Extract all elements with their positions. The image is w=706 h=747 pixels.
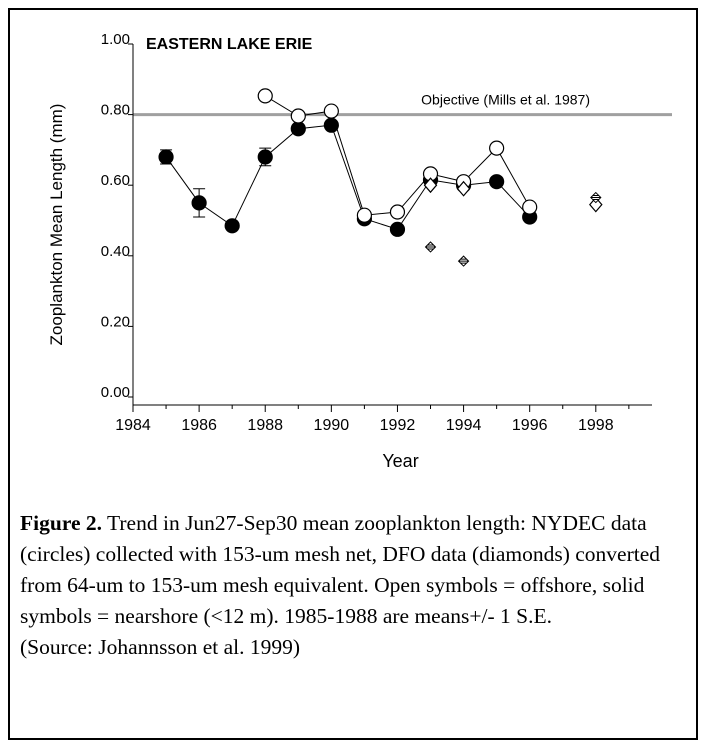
x-tick-label: 1984: [115, 417, 151, 434]
point: [290, 108, 306, 124]
caption-label: Figure 2.: [20, 511, 103, 535]
x-tick-label: 1986: [181, 417, 217, 434]
chart-title: EASTERN LAKE ERIE: [146, 36, 313, 53]
x-tick-label: 1996: [512, 417, 548, 434]
point: [158, 149, 174, 165]
point: [257, 88, 273, 104]
y-tick-label: 0.60: [101, 172, 130, 189]
point: [522, 199, 538, 215]
y-tick-label: 0.20: [101, 313, 130, 330]
x-tick-label: 1992: [380, 417, 416, 434]
caption: Figure 2. Trend in Jun27-Sep30 mean zoop…: [20, 508, 690, 663]
point: [191, 195, 207, 211]
figure-border: [8, 8, 698, 740]
x-axis-label: Year: [382, 451, 418, 471]
point: [290, 121, 306, 137]
point: [323, 103, 339, 119]
point: [489, 174, 505, 190]
point: [356, 207, 373, 223]
reference-label: Objective (Mills et al. 1987): [421, 92, 590, 108]
point: [489, 140, 505, 156]
caption-source: (Source: Johannsson et al. 1999): [20, 635, 301, 659]
point: [323, 117, 339, 133]
point: [224, 218, 240, 234]
point: [389, 221, 406, 237]
point: [424, 241, 437, 253]
point: [423, 177, 438, 194]
y-axis-label: Zooplankton Mean Length (mm): [47, 104, 66, 346]
x-tick-label: 1988: [247, 417, 283, 434]
series-line: [165, 124, 531, 230]
y-tick-label: 0.40: [101, 243, 130, 260]
point: [589, 196, 603, 213]
point: [257, 149, 273, 165]
point: [389, 204, 406, 220]
x-tick-label: 1994: [446, 417, 482, 434]
caption-text: Trend in Jun27-Sep30 mean zooplankton le…: [20, 511, 661, 628]
y-tick-label: 0.80: [101, 102, 130, 119]
y-tick-label: 1.00: [101, 31, 130, 48]
y-tick-label: 0.00: [101, 384, 130, 401]
point: [457, 255, 470, 267]
point: [590, 191, 602, 204]
x-tick-label: 1990: [314, 417, 350, 434]
chart: Objective (Mills et al. 1987) 0.00 0.20 0.4…: [47, 31, 672, 471]
point: [456, 180, 471, 197]
x-tick-label: 1998: [578, 417, 614, 434]
